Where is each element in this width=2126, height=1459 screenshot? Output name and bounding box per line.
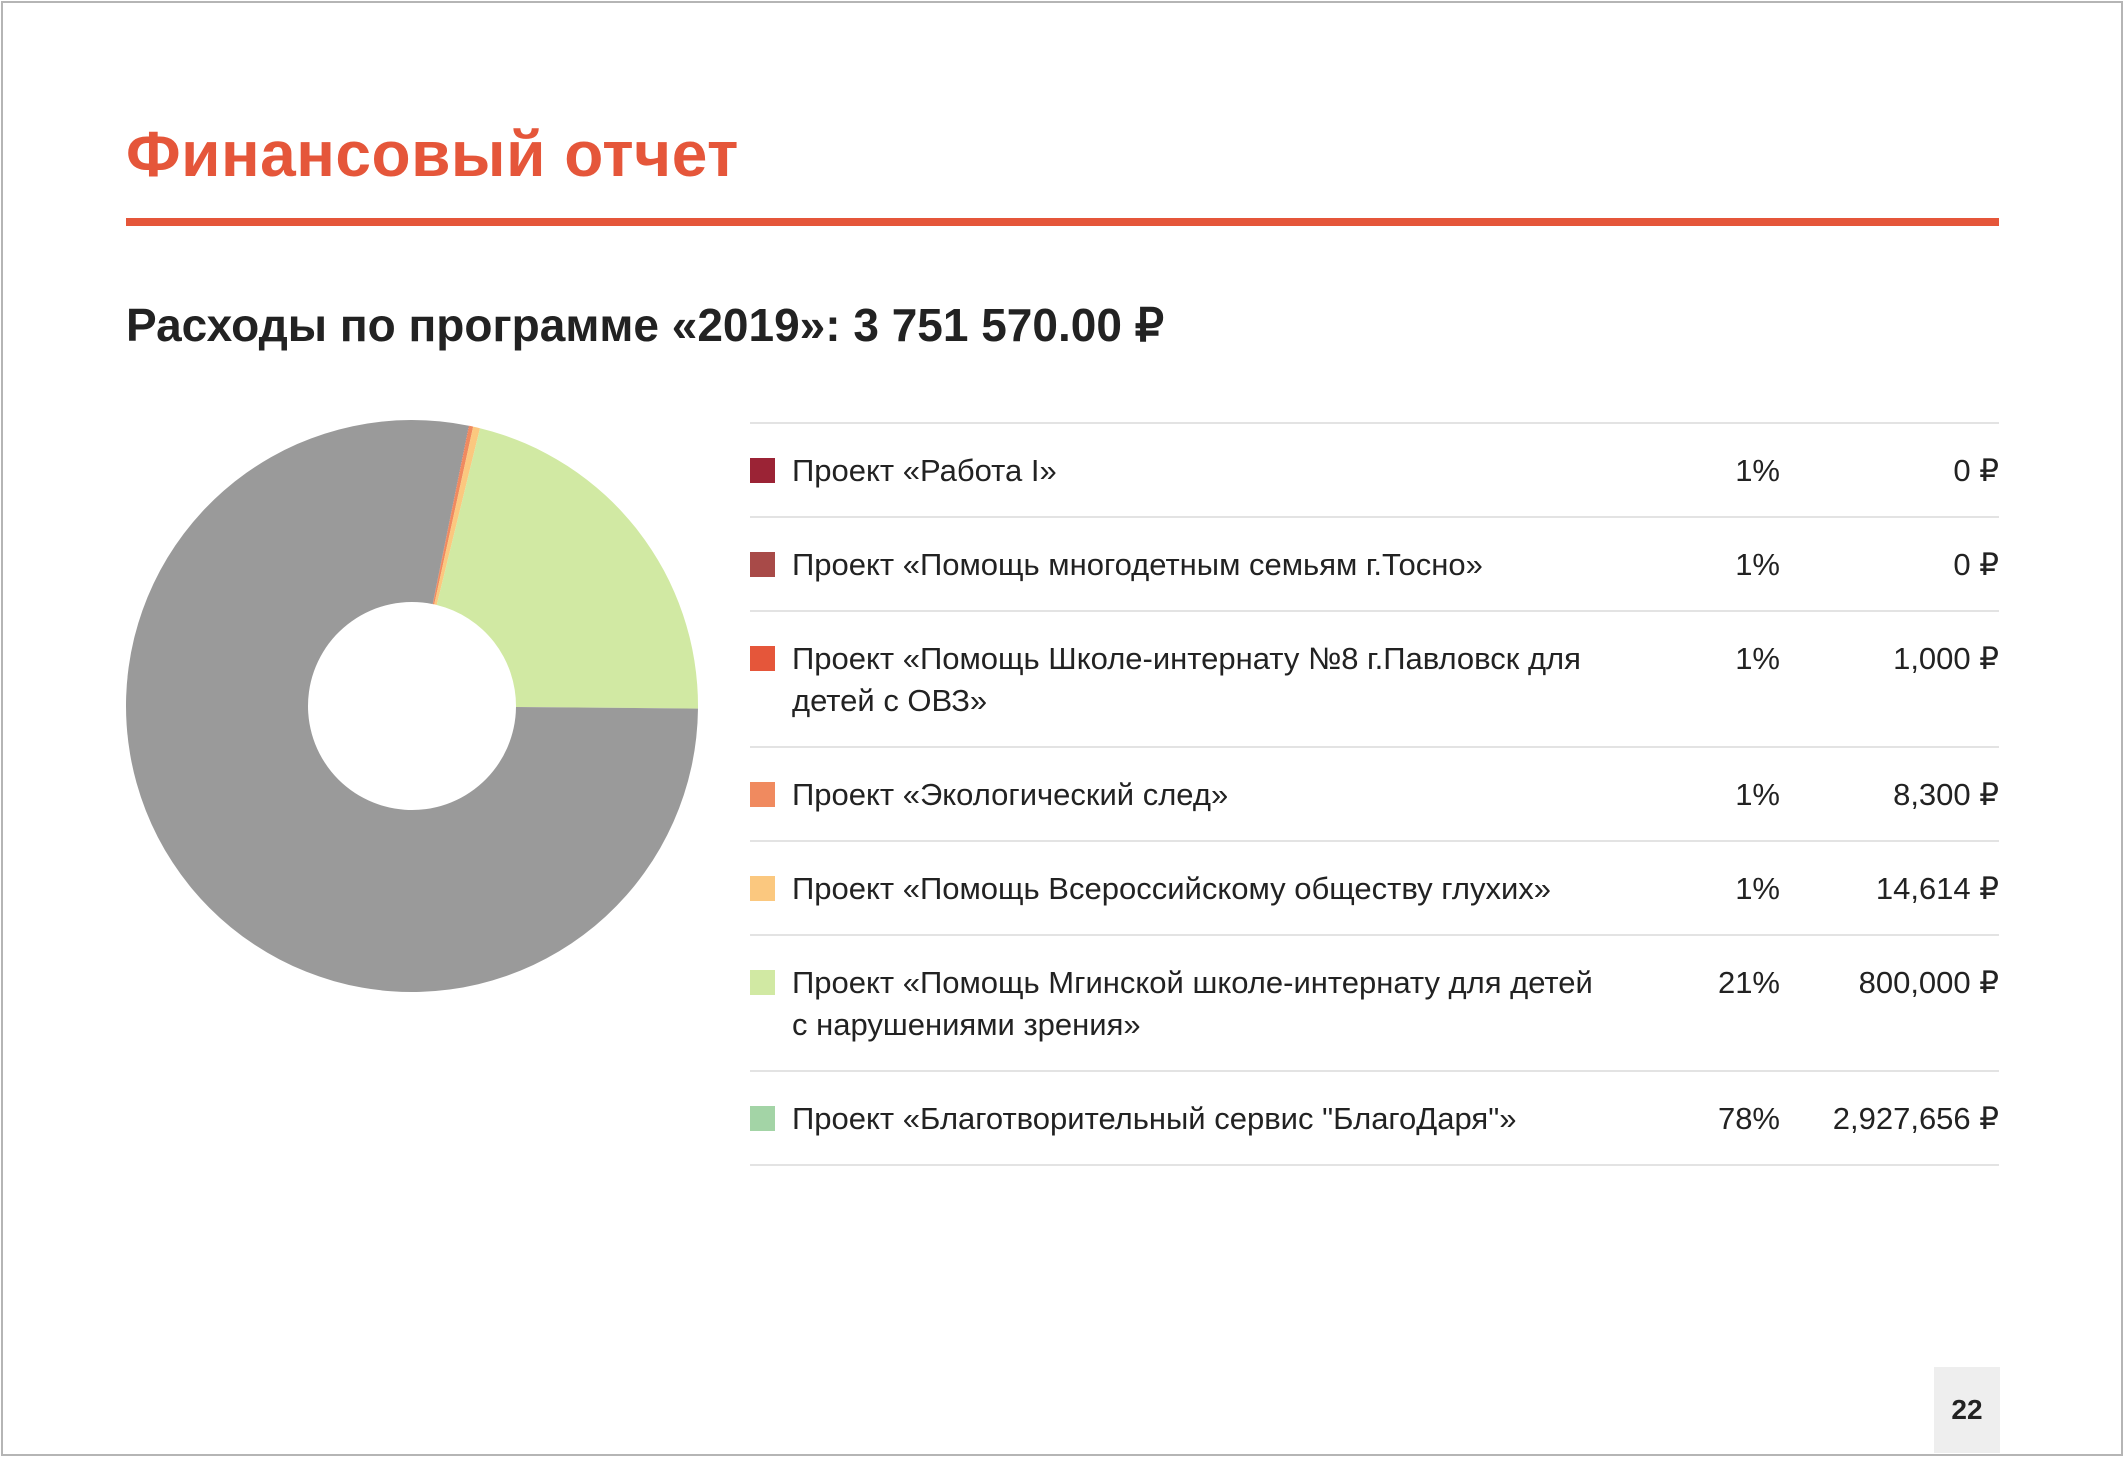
chart-subtitle: Расходы по программе «2019»: 3 751 570.0…	[126, 299, 1164, 351]
legend-label: Проект «Помощь Мгинской школе-интернату …	[792, 965, 1593, 1042]
page-number: 22	[1951, 1394, 1983, 1425]
legend-percent: 21%	[1717, 965, 1780, 1000]
legend-percent: 1%	[1735, 641, 1780, 676]
donut-slice	[432, 425, 470, 605]
legend-row: Проект «Благотворительный сервис "БлагоД…	[750, 1072, 1999, 1166]
legend-swatch	[750, 646, 775, 671]
legend-percent: 1%	[1735, 547, 1780, 582]
donut-slice	[432, 425, 474, 605]
legend-amount: 2,927,656 ₽	[1832, 1101, 1999, 1136]
legend-percent: 1%	[1735, 777, 1780, 812]
legend-percent: 1%	[1735, 871, 1780, 906]
legend-swatch	[750, 970, 775, 995]
donut-slice	[436, 428, 699, 709]
legend-label: Проект «Помощь многодетным семьям г.Тосн…	[792, 547, 1483, 582]
legend-swatch	[750, 782, 775, 807]
legend-amount: 0 ₽	[1953, 453, 1999, 488]
legend-label: Проект «Экологический след»	[792, 777, 1229, 812]
donut-chart	[120, 414, 704, 998]
legend-row: Проект «Работа I» 1% 0 ₽	[750, 424, 1999, 518]
legend-amount: 8,300 ₽	[1893, 777, 1999, 812]
legend-row: Проект «Помощь Всероссийскому обществу г…	[750, 842, 1999, 936]
legend-amount: 14,614 ₽	[1875, 871, 1999, 906]
legend-swatch	[750, 876, 775, 901]
donut-slices	[126, 419, 699, 992]
legend-percent: 1%	[1735, 453, 1780, 488]
legend-amount: 0 ₽	[1953, 547, 1999, 582]
page-number-box: 22	[1934, 1367, 2000, 1453]
legend-table: Проект «Работа I» 1% 0 ₽ Проект «Помощь мно…	[750, 422, 1999, 1166]
legend-row: Проект «Помощь многодетным семьям г.Тосн…	[750, 518, 1999, 612]
title-rule	[126, 218, 1999, 226]
legend-row: Проект «Помощь Школе-интернату №8 г.Павл…	[750, 612, 1999, 748]
legend-label: Проект «Работа I»	[792, 453, 1057, 488]
legend-row: Проект «Помощь Мгинской школе-интернату …	[750, 936, 1999, 1072]
donut-chart-svg	[126, 419, 699, 992]
donut-slice	[434, 426, 480, 605]
legend-swatch	[750, 1106, 775, 1131]
legend-row: Проект «Экологический след» 1% 8,300 ₽	[750, 748, 1999, 842]
legend-label: Проект «Помощь Школе-интернату №8 г.Павл…	[792, 641, 1581, 718]
legend-amount: 1,000 ₽	[1893, 641, 1999, 676]
donut-slice	[126, 419, 698, 992]
page-title: Финансовый отчет	[126, 118, 739, 190]
legend-label: Проект «Благотворительный сервис "БлагоД…	[792, 1101, 1517, 1136]
legend-swatch	[750, 458, 775, 483]
legend-percent: 78%	[1717, 1101, 1780, 1136]
legend-swatch	[750, 552, 775, 577]
legend-amount: 800,000 ₽	[1858, 965, 1999, 1000]
legend-label: Проект «Помощь Всероссийскому обществу г…	[792, 871, 1552, 906]
